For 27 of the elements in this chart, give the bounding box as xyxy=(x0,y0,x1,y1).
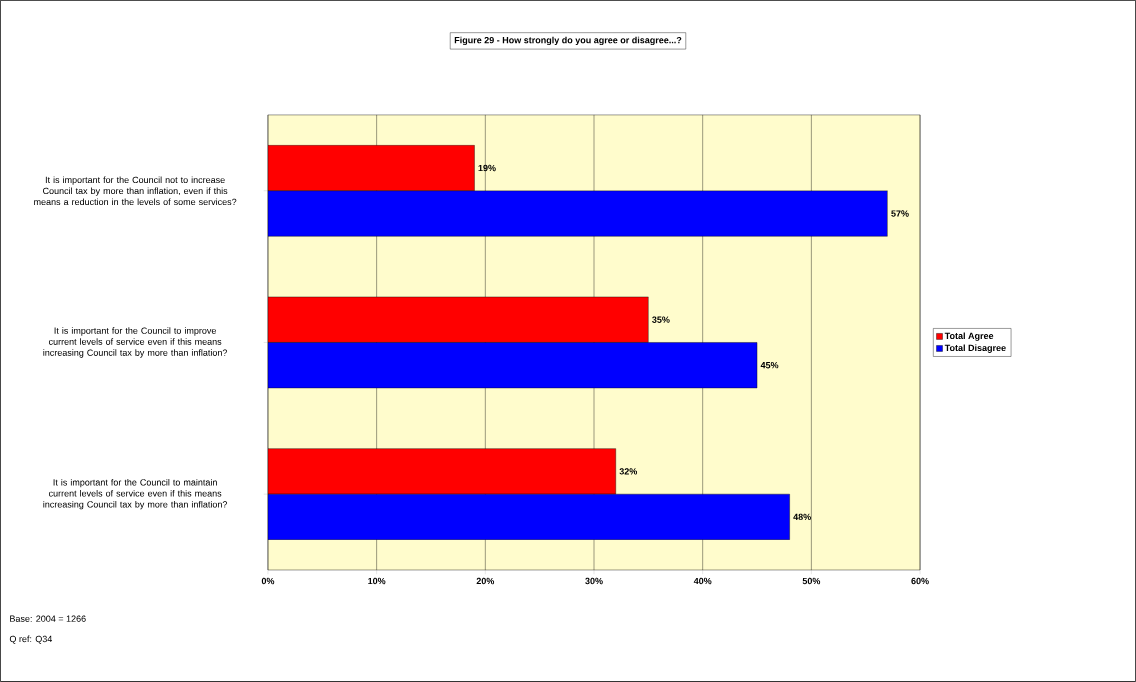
x-tick-label: 10% xyxy=(368,577,386,585)
text: Base: 2004 = 1266 xyxy=(10,615,86,622)
data-label: 45% xyxy=(760,362,779,369)
bar xyxy=(267,190,888,237)
bar xyxy=(267,296,649,343)
chart-title: Figure 29 - How strongly do you agree or disagree...? xyxy=(454,36,682,46)
x-tick-label: 40% xyxy=(693,577,712,585)
data-label: 35% xyxy=(652,316,670,323)
data-label: 57% xyxy=(891,210,909,217)
bar xyxy=(267,493,790,540)
legend-label: Total Disagree xyxy=(944,344,1006,353)
data-label: 32% xyxy=(619,468,638,475)
x-tick-label: 30% xyxy=(585,577,603,585)
y-tick-label: It is important for the Council not to increase Council tax by more than inflation, even if this means a reduction in the levels of some services? xyxy=(34,176,237,206)
text: Q ref: Q34 xyxy=(9,635,53,644)
bar xyxy=(267,448,616,495)
x-tick-label: 20% xyxy=(476,577,495,585)
x-tick-label: 50% xyxy=(802,577,821,585)
data-label: 19% xyxy=(478,164,496,172)
bar xyxy=(267,342,758,389)
x-tick-label: 60% xyxy=(911,577,929,585)
bar xyxy=(267,145,475,192)
data-label: 48% xyxy=(793,513,811,521)
x-tick-label: 0% xyxy=(261,577,275,585)
y-tick-label: It is important for the Council to improve current levels of service even if this means increasing Council tax by more than inflation? xyxy=(43,327,228,358)
legend-label: Total Agree xyxy=(944,332,994,341)
y-tick-label: It is important for the Council to maintain current levels of service even if this means increasing Council tax by more than inflation? xyxy=(43,478,228,510)
